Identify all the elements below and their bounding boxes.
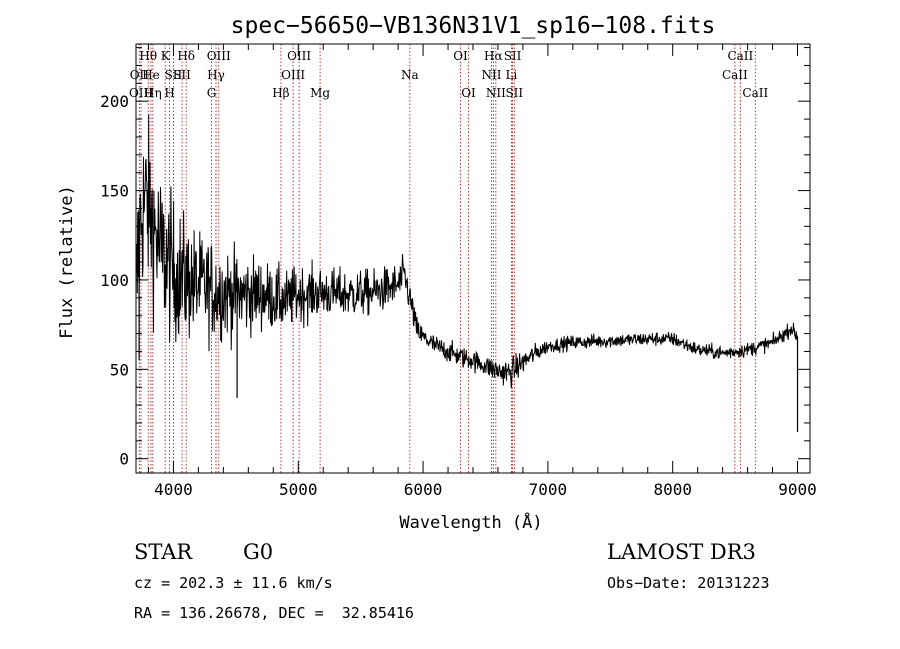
line-marker-label: H: [164, 86, 174, 100]
plot-frame: [135, 43, 811, 474]
x-tick-label: 8000: [653, 480, 692, 499]
spectrum-spikes: [138, 238, 799, 432]
y-tick-label: 200: [100, 92, 129, 111]
x-tick-label: 6000: [404, 480, 443, 499]
x-tick-label: 9000: [778, 480, 817, 499]
line-marker-label: SII: [504, 49, 522, 63]
line-marker-label: Na: [401, 68, 419, 82]
line-marker-label: OIII: [129, 86, 153, 100]
line-marker-label: Hβ: [272, 86, 289, 100]
x-tick-label: 7000: [529, 480, 568, 499]
obs-date: Obs−Date: 20131223: [607, 574, 770, 592]
x-axis-label: Wavelength (Å): [399, 511, 542, 533]
line-marker-label: CaII: [727, 49, 753, 63]
line-marker-label: Li: [506, 68, 518, 82]
line-marker-label: SII: [165, 68, 183, 82]
line-marker-label: OIII: [207, 49, 231, 63]
y-tick-label: 0: [119, 450, 129, 469]
line-marker-label: Hθ: [139, 49, 157, 63]
line-marker-label: Mg: [310, 86, 330, 100]
redshift-cz: cz = 202.3 ± 11.6 km/s: [134, 574, 333, 592]
line-marker-label: Hδ: [177, 49, 195, 63]
survey-name: LAMOST DR3: [607, 540, 756, 564]
line-marker-label: OII: [130, 68, 150, 82]
line-markers: [138, 44, 756, 473]
line-marker-label: Hγ: [207, 68, 225, 82]
y-axis-label: Flux (relative): [57, 185, 77, 339]
line-marker-label: K: [161, 49, 171, 63]
line-marker-label: OIII: [287, 49, 311, 63]
line-marker-label: SII: [173, 68, 191, 82]
y-tick-label: 150: [100, 182, 129, 201]
line-marker-label: SII: [505, 86, 523, 100]
spectrum-line: [135, 114, 798, 389]
y-tick-label: 100: [100, 271, 129, 290]
chart-title: spec−56650−VB136N31V1_sp16−108.fits: [231, 13, 716, 39]
line-marker-label: G: [207, 86, 217, 100]
line-marker-label: OIII: [281, 68, 305, 82]
line-marker-label: NII: [486, 86, 506, 100]
line-marker-label: Hα: [484, 49, 503, 63]
line-marker-label: Hη: [144, 86, 162, 100]
line-marker-label: NII: [481, 68, 501, 82]
line-marker-labels: HθOIIOIIIHeHηKSIIHHδSIIOIIIHγGOIIIOIIIHβ…: [129, 49, 769, 100]
line-marker-label: OI: [461, 86, 476, 100]
line-marker-label: CaII: [722, 68, 748, 82]
object-class: STAR: [134, 540, 193, 564]
axis-ticks: 4000 5000 6000 7000 8000 9000 0 50 100 150 200: [100, 44, 817, 499]
ra-dec: RA = 136.26678, DEC = 32.85416: [134, 604, 414, 622]
line-marker-label: OI: [453, 49, 468, 63]
y-tick-label: 50: [110, 360, 129, 379]
x-tick-label: 5000: [279, 480, 318, 499]
line-marker-label: CaII: [742, 86, 768, 100]
x-tick-label: 4000: [154, 480, 193, 499]
object-subclass: G0: [243, 540, 274, 564]
line-marker-label: He: [142, 68, 160, 82]
